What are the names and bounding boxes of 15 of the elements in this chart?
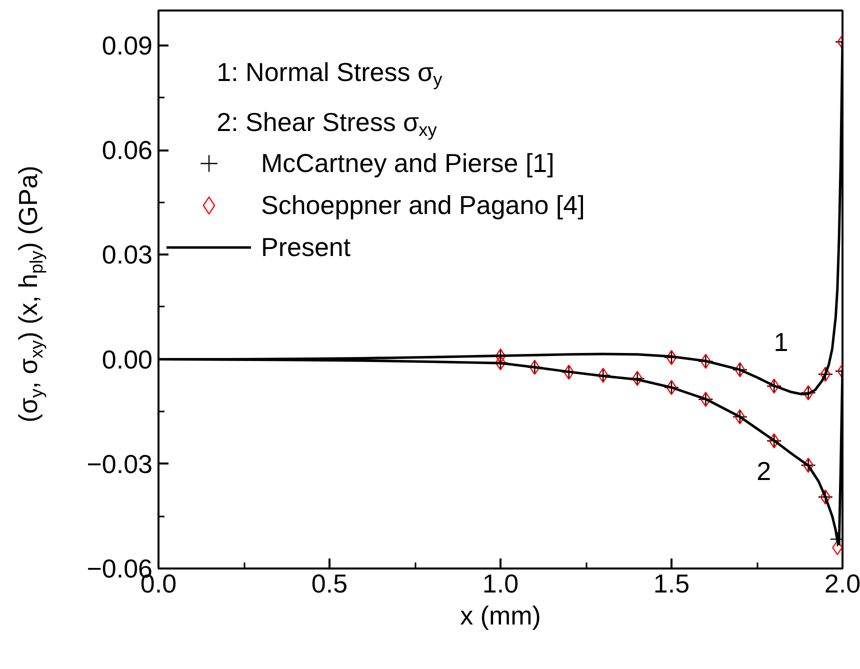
x-tick-label: 1.5 — [653, 568, 690, 598]
y-tick-label: 0.03 — [102, 240, 153, 270]
x-tick-label: 2.0 — [824, 568, 860, 598]
y-tick-label: 0.00 — [102, 344, 153, 374]
annotation: 2 — [756, 456, 772, 486]
y-tick-label: 0.09 — [102, 30, 153, 60]
annotation: 1 — [774, 326, 788, 357]
x-axis-title: x (mm) — [460, 600, 541, 630]
x-tick-label: 1.0 — [482, 568, 519, 598]
x-tick-label: 0.5 — [311, 568, 348, 598]
legend-label: Present — [261, 230, 351, 264]
legend-label: Schoeppner and Pagano [4] — [261, 188, 585, 222]
legend-label: McCartney and Pierse [1] — [261, 146, 554, 180]
y-tick-label: 0.06 — [102, 135, 153, 165]
y-tick-label: −0.03 — [86, 448, 153, 479]
